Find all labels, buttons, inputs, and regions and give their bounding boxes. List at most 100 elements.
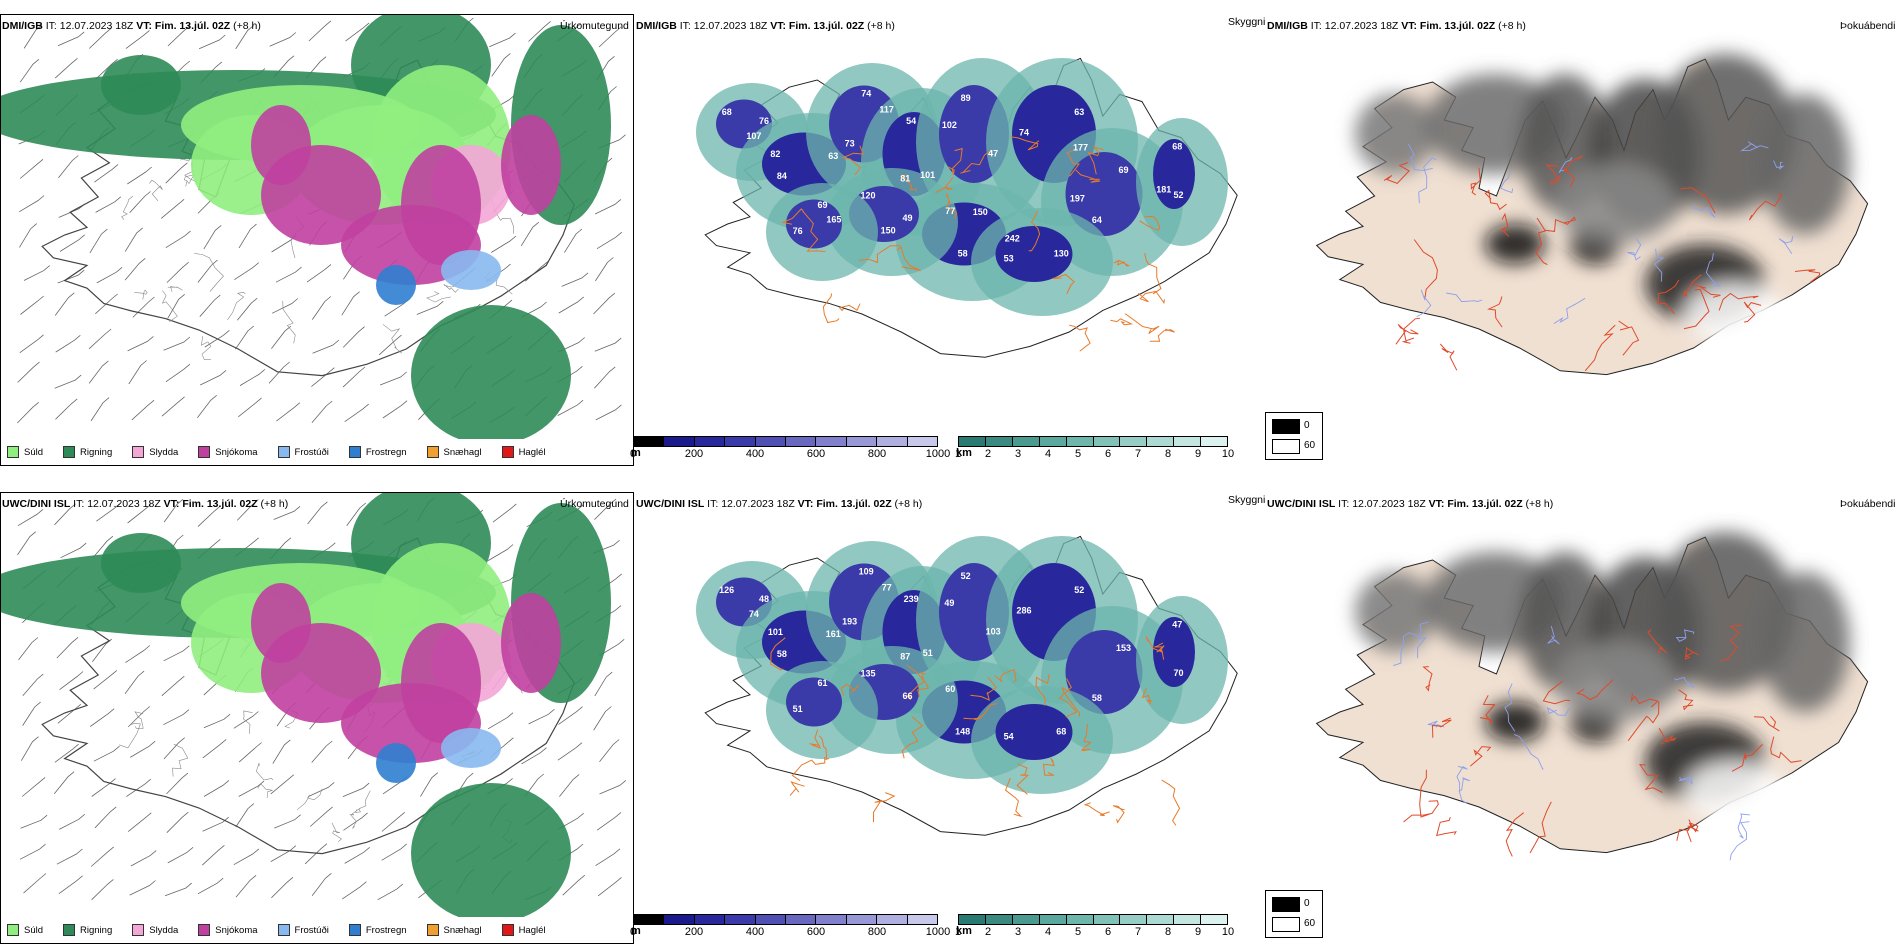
wind-barb [271,876,294,899]
visibility-value: 150 [973,207,988,217]
wind-barb [271,325,292,349]
forecast-row-1: Súld Rigning Slydda Snjókoma Frostúði Frostre… [0,0,1900,472]
colorbar-cell [1012,437,1040,446]
wind-barb [167,846,194,864]
visibility-value: 48 [759,594,769,604]
colorbar-tick-label: 6 [1104,448,1112,460]
wind-barb [96,503,121,522]
colorbar-cell [846,915,878,924]
wind-barb [54,743,79,763]
colorbar-tick-label: 3 [1014,448,1022,460]
wind-barb [558,296,584,314]
colorbar-cell [664,437,695,446]
wind-barb [58,155,79,178]
visibility-value: 53 [1004,254,1014,264]
wind-barb [167,293,185,319]
visibility-value: 135 [860,669,875,679]
precip-area [411,305,571,439]
wind-barb [127,706,151,728]
colorbar-cell [755,915,787,924]
precip-legend-item: Frostúði [277,924,329,936]
precip-area [101,533,181,593]
colorbar-cell [1039,915,1067,924]
wind-barb [17,531,37,556]
precip-type-panel: Súld Rigning Slydda Snjókoma Frostúði Frostre… [0,492,634,944]
colorbar-cell [664,915,695,924]
precip-legend-item: Snjókoma [198,446,258,458]
wind-barb [561,272,589,287]
wind-barb [56,848,83,865]
fog-index-panel [1265,14,1900,472]
fog-shade [1355,94,1435,174]
wind-barb [344,403,369,423]
colorbar-cell [1120,437,1148,446]
wind-barb [129,191,151,213]
wind-barb [57,31,85,47]
precip-legend-label: Snæhagl [443,924,482,936]
wind-barb [382,400,408,419]
fog-shade [1655,54,1795,214]
wind-barb [345,22,370,42]
colorbar-cell [634,915,665,924]
visibility-value: 60 [945,684,955,694]
wind-barb [160,198,185,219]
visibility-value: 82 [770,149,780,159]
wind-barb [92,638,112,662]
visibility-area-m [1153,139,1195,209]
wind-barb [487,544,514,561]
visibility-value: 77 [945,206,955,216]
precip-legend-swatch [426,446,439,458]
visibility-value: 181 [1156,184,1171,194]
precip-legend-swatch [132,924,145,936]
wind-barb [235,325,255,350]
wind-barb [161,396,185,417]
colorbar-cell [959,915,986,924]
wind-barb [54,374,82,389]
wind-barb [124,257,146,281]
precip-legend-label: Frostregn [365,924,407,936]
precip-legend-item: Rigning [63,446,112,458]
colorbar-unit: m [631,447,641,459]
visibility-value: 126 [719,585,734,595]
colorbar-tick-label: 200 [684,926,704,938]
colorbar-unit: m [631,925,641,937]
colorbar-meters: 0 200 400 600 800 1000 m [630,436,950,461]
colorbar-cell [985,915,1013,924]
wind-barb [59,671,84,691]
colorbar-cell [1012,915,1040,924]
wind-barb [599,638,625,656]
precip-legend-label: Haglél [518,446,546,458]
visibility-value: 58 [777,649,787,659]
visibility-title: Skyggni [1228,16,1266,28]
visibility-value: 51 [793,704,803,714]
wind-barb [89,27,112,49]
colorbar-cell [786,915,817,924]
precip-legend: Súld Rigning Slydda Snjókoma Frostúði Frostre… [1,441,633,463]
wind-barb [130,850,157,867]
precip-area [401,623,481,743]
wind-barb [165,363,191,383]
colorbar-tick-label: 1000 [925,926,951,938]
precip-area [251,583,311,663]
precip-legend-swatch [348,924,361,936]
precip-legend-item: Snæhagl [426,446,482,458]
wind-barb [197,877,224,895]
wind-barb [558,337,585,353]
fog-legend-white [1272,439,1300,454]
colorbar-tick-label: 600 [806,926,826,938]
visibility-area-m [1153,617,1195,687]
precip-area [441,728,501,768]
colorbar-ticks: 1 2 3 4 5 6 7 8 9 10 [955,447,1234,461]
precip-type-panel: Súld Rigning Slydda Snjókoma Frostúði Frostre… [0,14,634,466]
visibility-value: 150 [881,226,896,236]
wind-barb [311,296,332,320]
wind-barb [55,398,78,420]
fog-title: Þokuábendi [1840,498,1896,510]
fog-shade [1685,762,1785,822]
colorbar-cell [1201,915,1228,924]
wind-barb [96,266,123,284]
wind-barb [124,227,143,252]
precip-legend-swatch [501,924,514,936]
colorbar-tick-label: 800 [867,448,887,460]
visibility-value: 165 [826,215,841,225]
